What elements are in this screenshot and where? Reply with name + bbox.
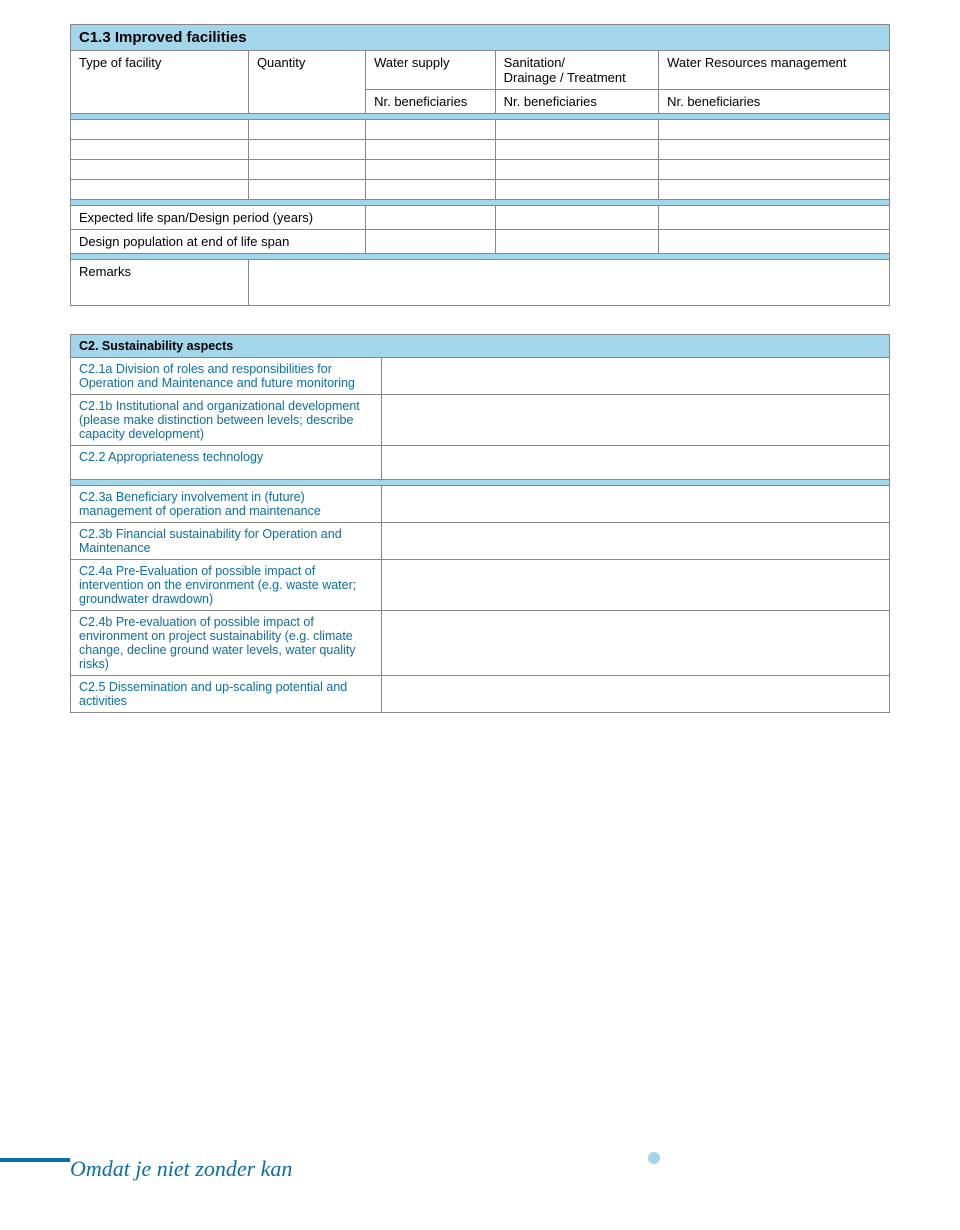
col-nr-ben-2: Nr. beneficiaries (495, 90, 658, 114)
c2-title: C2. Sustainability aspects (71, 335, 890, 358)
c2-5-value (382, 676, 890, 713)
c2-1a-value (382, 358, 890, 395)
c2-1b-label: C2.1b Institutional and organizational d… (71, 395, 382, 446)
c2-3b-label: C2.3b Financial sustainability for Opera… (71, 523, 382, 560)
c2-2-value (382, 446, 890, 480)
c1-title: C1.3 Improved facilities (71, 25, 890, 51)
c2-4a-value (382, 560, 890, 611)
c2-3a-value (382, 486, 890, 523)
col-sanitation: Sanitation/ Drainage / Treatment (495, 51, 658, 90)
col-nr-ben-3: Nr. beneficiaries (659, 90, 890, 114)
table-improved-facilities: C1.3 Improved facilities Type of facilit… (70, 24, 890, 306)
row-life-span: Expected life span/Design period (years) (71, 206, 366, 230)
c2-4a-label: C2.4a Pre-Evaluation of possible impact … (71, 560, 382, 611)
row-remarks-label: Remarks (71, 260, 249, 306)
c2-3b-value (382, 523, 890, 560)
col-type-of-facility: Type of facility (71, 51, 249, 114)
col-nr-ben-1: Nr. beneficiaries (366, 90, 496, 114)
col-wrm: Water Resources management (659, 51, 890, 90)
c2-4b-label: C2.4b Pre-evaluation of possible impact … (71, 611, 382, 676)
c2-4b-value (382, 611, 890, 676)
row-design-pop: Design population at end of life span (71, 230, 366, 254)
c2-5-label: C2.5 Dissemination and up-scaling potent… (71, 676, 382, 713)
footer-slogan: Omdat je niet zonder kan (70, 1156, 292, 1182)
footer-line (0, 1158, 70, 1162)
c2-1a-label: C2.1a Division of roles and responsibili… (71, 358, 382, 395)
footer-accent-dot (648, 1152, 660, 1164)
c2-2-label: C2.2 Appropriateness technology (71, 446, 382, 480)
row-remarks-value (248, 260, 889, 306)
table-sustainability-aspects: C2. Sustainability aspects C2.1a Divisio… (70, 334, 890, 713)
page-footer: Omdat je niet zonder kan (0, 1110, 960, 1230)
col-water-supply: Water supply (366, 51, 496, 90)
c2-1b-value (382, 395, 890, 446)
col-quantity: Quantity (248, 51, 365, 114)
c2-3a-label: C2.3a Beneficiary involvement in (future… (71, 486, 382, 523)
